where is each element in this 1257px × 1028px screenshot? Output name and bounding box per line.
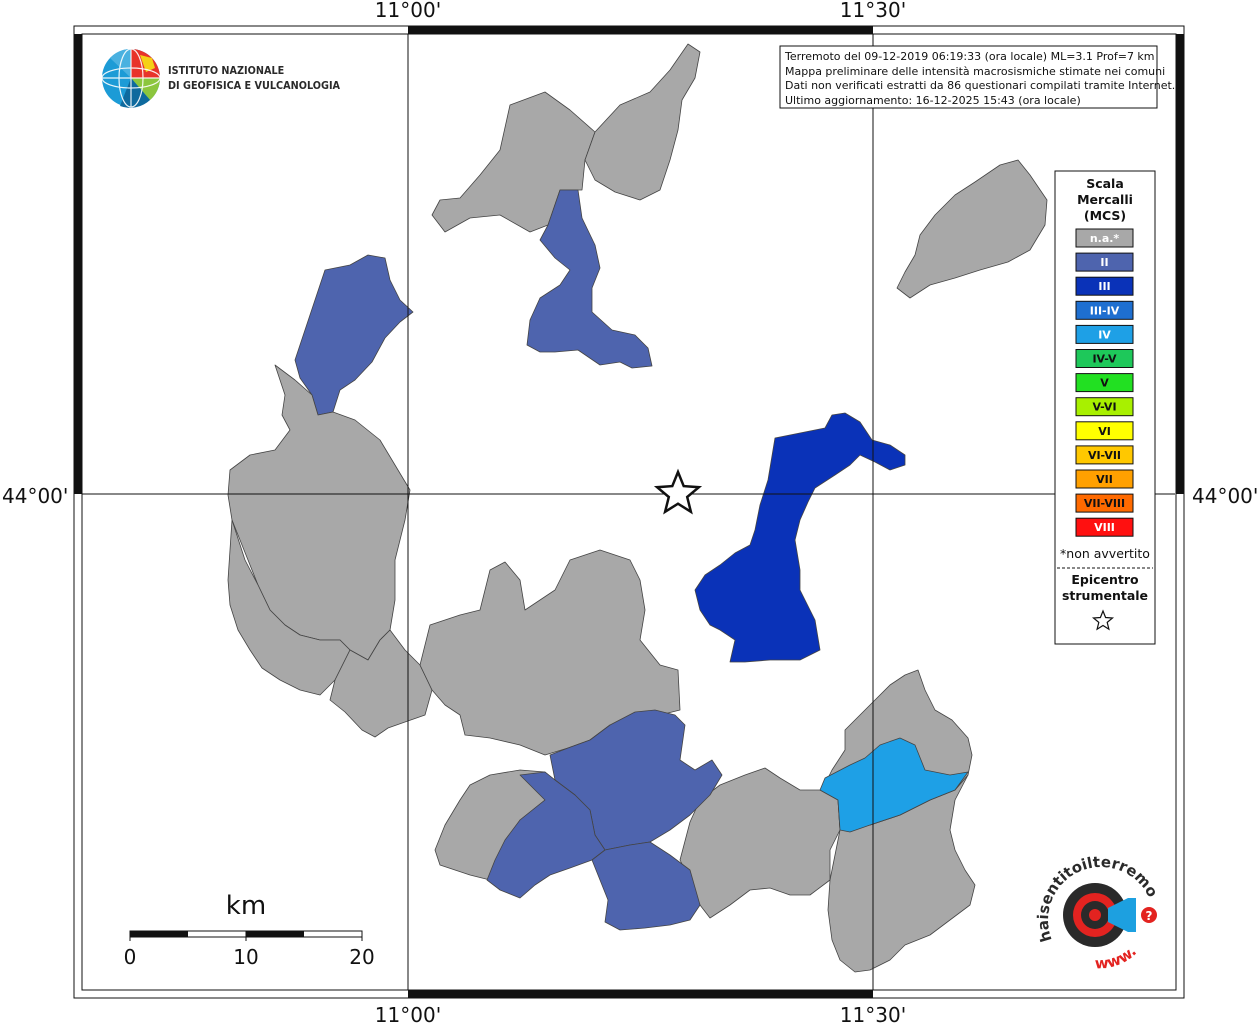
logo-text-line2: DI GEOFISICA E VULCANOLOGIA bbox=[168, 79, 340, 92]
frame-left-black-segment bbox=[74, 34, 82, 494]
municipality-na-north-east bbox=[584, 43, 701, 201]
legend-title-line2: Mercalli bbox=[1077, 192, 1133, 207]
logo-text-line1: ISTITUTO NAZIONALE bbox=[168, 64, 284, 77]
legend-swatch bbox=[1075, 517, 1134, 537]
legend-swatch-label: II bbox=[1100, 256, 1108, 269]
legend-swatch-label: III-IV bbox=[1090, 304, 1120, 317]
coord-bottom-11-00: 11°00' bbox=[375, 1003, 441, 1024]
municipality-na-south-centre-2 bbox=[679, 767, 841, 919]
municipality-II-north bbox=[526, 189, 653, 369]
question-icon bbox=[1141, 907, 1157, 923]
municipality-II-south-2 bbox=[486, 771, 606, 899]
municipality-na-south-centre-1 bbox=[419, 549, 681, 756]
municipalities bbox=[227, 43, 1048, 973]
legend-swatch-label: VII-VIII bbox=[1084, 497, 1125, 510]
frame-bottom-black-segment bbox=[408, 990, 873, 998]
coord-top-11-00: 11°00' bbox=[375, 0, 441, 22]
legend-swatch bbox=[1075, 276, 1134, 296]
map-frame bbox=[73, 25, 1185, 999]
municipality-na-southwest-1 bbox=[227, 519, 351, 696]
coord-top-11-30: 11°30' bbox=[840, 0, 906, 22]
municipality-na-southwest-2 bbox=[329, 629, 433, 738]
legend-swatch bbox=[1075, 373, 1134, 393]
legend-swatch bbox=[1075, 228, 1134, 248]
coord-bottom-11-30: 11°30' bbox=[840, 1003, 906, 1024]
legend-swatch-label: V bbox=[1100, 377, 1109, 390]
coord-left-44-00: 44°00' bbox=[2, 484, 68, 508]
legend-swatch-label: V-VI bbox=[1092, 401, 1116, 414]
legend-swatch-label: IV-V bbox=[1092, 353, 1117, 366]
epicenter-star-icon bbox=[653, 468, 703, 515]
municipality-II-south-3 bbox=[591, 841, 701, 931]
scale-unit: km bbox=[226, 891, 266, 921]
graticule bbox=[82, 34, 1175, 990]
legend-swatch bbox=[1075, 493, 1134, 513]
megaphone-icon bbox=[1108, 898, 1136, 932]
legend-note: *non avvertito bbox=[1060, 546, 1150, 561]
svg-text:?: ? bbox=[1146, 909, 1153, 923]
municipality-IV-east bbox=[819, 737, 969, 833]
scale-label-0: 0 bbox=[124, 945, 137, 969]
legend-swatch-label: III bbox=[1098, 280, 1110, 293]
municipality-III-east bbox=[694, 412, 906, 663]
event-info-box: Terremoto del 09-12-2019 06:19:33 (ora l… bbox=[779, 45, 1175, 109]
frame-right-black-segment bbox=[1176, 34, 1184, 494]
scale-label-10: 10 bbox=[233, 945, 258, 969]
info-line-description: Mappa preliminare delle intensità macros… bbox=[785, 65, 1165, 78]
legend-title-line3: (MCS) bbox=[1084, 208, 1126, 223]
info-line-last-update: Ultimo aggiornamento: 16-12-2025 15:43 (… bbox=[785, 94, 1081, 107]
info-line-data-source: Dati non verificati estratti da 86 quest… bbox=[785, 79, 1175, 92]
legend-epicenter-line2: strumentale bbox=[1062, 588, 1148, 603]
globe-icon bbox=[101, 48, 161, 108]
coord-right-44-00: 44°00' bbox=[1192, 484, 1257, 508]
legend-swatch bbox=[1075, 349, 1134, 368]
municipality-II-northwest bbox=[294, 254, 414, 416]
legend-swatch bbox=[1075, 421, 1134, 441]
legend-swatch bbox=[1075, 445, 1134, 465]
scale-label-20: 20 bbox=[349, 945, 374, 969]
hai-sentito-www: www. bbox=[1094, 942, 1139, 972]
legend-swatch-label: VIII bbox=[1094, 521, 1115, 534]
legend-epicenter-line1: Epicentro bbox=[1071, 572, 1139, 587]
legend-star-icon bbox=[1091, 609, 1115, 631]
mcs-legend: Scala Mercalli (MCS) n.a.*IIIIIIII-IVIVI… bbox=[1054, 170, 1156, 645]
scale-bar: km 0 10 20 bbox=[124, 891, 375, 969]
legend-swatches: n.a.*IIIIIIII-IVIVIV-VVV-VIVIVI-VIIVIIVI… bbox=[1075, 228, 1134, 537]
frame-top-black-segment bbox=[408, 26, 873, 34]
legend-title-line1: Scala bbox=[1086, 176, 1124, 191]
municipality-na-northeast bbox=[896, 159, 1048, 299]
ingv-logo: ISTITUTO NAZIONALE DI GEOFISICA E VULCAN… bbox=[101, 48, 340, 108]
legend-swatch-label: IV bbox=[1098, 328, 1111, 341]
legend-swatch-label: VI bbox=[1098, 425, 1111, 438]
legend-swatch bbox=[1075, 324, 1134, 344]
legend-swatch bbox=[1075, 469, 1134, 489]
municipality-na-north-west bbox=[431, 91, 596, 233]
legend-swatch-label: VI-VII bbox=[1088, 449, 1121, 462]
legend-swatch-label: VII bbox=[1096, 473, 1113, 486]
legend-swatch bbox=[1075, 300, 1134, 320]
legend-swatch bbox=[1075, 252, 1134, 272]
info-line-event: Terremoto del 09-12-2019 06:19:33 (ora l… bbox=[784, 50, 1155, 63]
legend-swatch-label: n.a.* bbox=[1090, 232, 1120, 245]
legend-swatch bbox=[1075, 397, 1134, 417]
